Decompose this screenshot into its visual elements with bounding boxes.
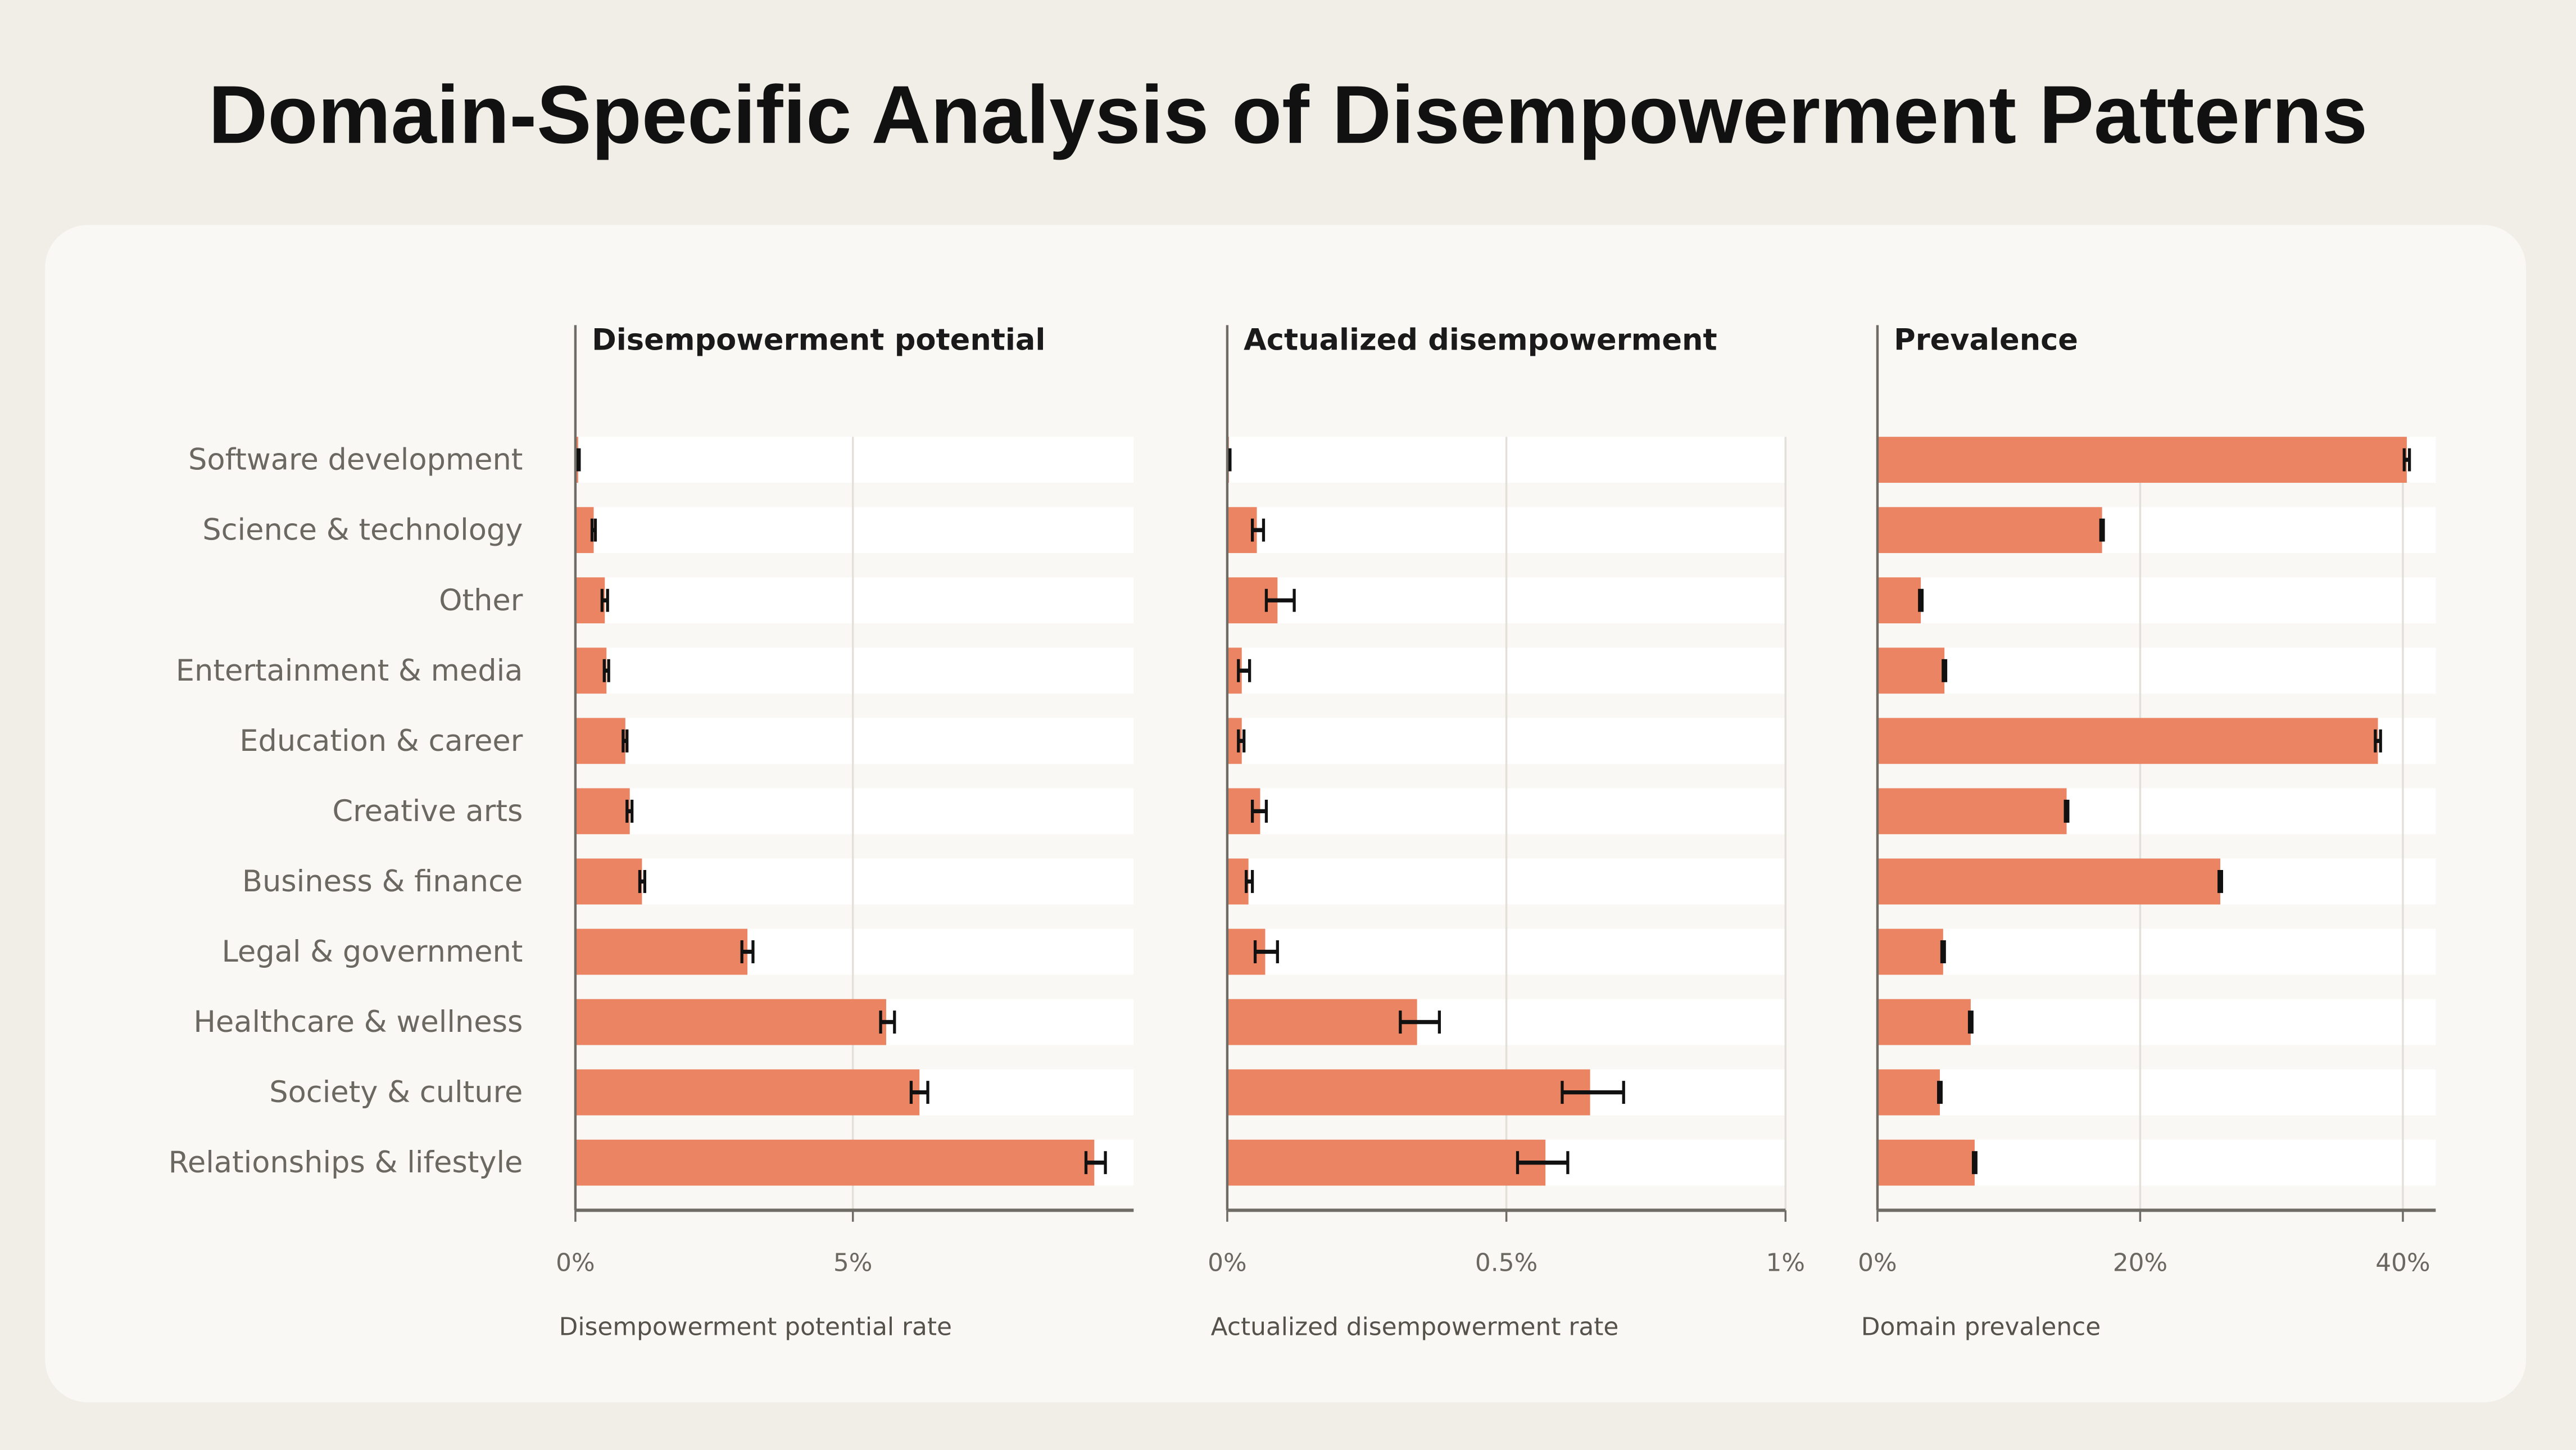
tick-label: 5% <box>833 1249 873 1277</box>
category-label: Science & technology <box>202 513 523 547</box>
category-label: Education & career <box>239 724 523 758</box>
bar <box>575 858 642 905</box>
x-axis-label: Actualized disempowerment rate <box>1211 1312 1619 1341</box>
bar <box>1227 1069 1590 1116</box>
tick-label: 20% <box>2113 1249 2167 1277</box>
tick-label: 1% <box>1766 1249 1806 1277</box>
bar <box>1227 999 1417 1045</box>
row-band <box>575 507 1134 554</box>
bar <box>575 718 625 764</box>
row-band <box>575 718 1134 764</box>
x-axis-label: Domain prevalence <box>1861 1312 2101 1341</box>
bar <box>575 577 605 624</box>
bar <box>1877 858 2221 905</box>
row-band <box>575 788 1134 835</box>
bar <box>1877 577 1921 624</box>
bar <box>1877 718 2378 764</box>
bar <box>575 999 886 1045</box>
bar <box>1227 1139 1546 1186</box>
row-band <box>1877 1069 2436 1116</box>
bar <box>1877 788 2067 835</box>
bar <box>1877 928 1943 975</box>
bar <box>575 1139 1095 1186</box>
bar <box>1877 507 2102 554</box>
bar <box>1877 437 2407 483</box>
bar <box>1877 647 1945 694</box>
bar <box>1877 999 1971 1045</box>
row-band <box>575 437 1134 483</box>
category-label: Legal & government <box>222 935 523 969</box>
tick-label: 0.5% <box>1475 1249 1538 1277</box>
tick-label: 0% <box>1858 1249 1897 1277</box>
bar <box>575 647 607 694</box>
category-labels: Software development Science & technology… <box>169 443 523 1180</box>
tick-label: 0% <box>1208 1249 1247 1277</box>
panel-1: 0% 0.5% 1% Actualized disempowerment Actuali… <box>1208 323 1805 1341</box>
panel-0: 0% 5% Disempowerment potential Disempowerme… <box>556 323 1134 1341</box>
row-band <box>575 577 1134 624</box>
bar <box>1877 1069 1940 1116</box>
category-label: Entertainment & media <box>176 654 523 688</box>
x-axis-label: Disempowerment potential rate <box>559 1312 952 1341</box>
row-band <box>575 647 1134 694</box>
chart-title: Domain-Specific Analysis of Disempowerme… <box>208 69 2368 160</box>
bar <box>575 1069 920 1116</box>
bar <box>1877 1139 1975 1186</box>
category-label: Creative arts <box>332 794 523 828</box>
row-band <box>1877 647 2436 694</box>
tick-label: 0% <box>556 1249 595 1277</box>
panel-title: Disempowerment potential <box>592 323 1045 357</box>
category-label: Healthcare & wellness <box>193 1005 523 1039</box>
category-label: Business & finance <box>242 864 523 899</box>
bar <box>575 788 630 835</box>
panel-2: 0% 20% 40% Prevalence Domain prevalence <box>1858 323 2436 1341</box>
category-label: Software development <box>188 443 523 477</box>
category-label: Society & culture <box>269 1075 523 1109</box>
bar <box>575 928 748 975</box>
category-label: Other <box>439 583 523 618</box>
tick-label: 40% <box>2375 1249 2430 1277</box>
panel-title: Prevalence <box>1894 323 2078 357</box>
panels: 0% 5% Disempowerment potential Disempowerme… <box>556 323 2436 1341</box>
category-label: Relationships & lifestyle <box>169 1145 523 1180</box>
row-band <box>1877 577 2436 624</box>
panel-title: Actualized disempowerment <box>1244 323 1717 357</box>
row-band <box>1877 928 2436 975</box>
row-band <box>575 858 1134 905</box>
